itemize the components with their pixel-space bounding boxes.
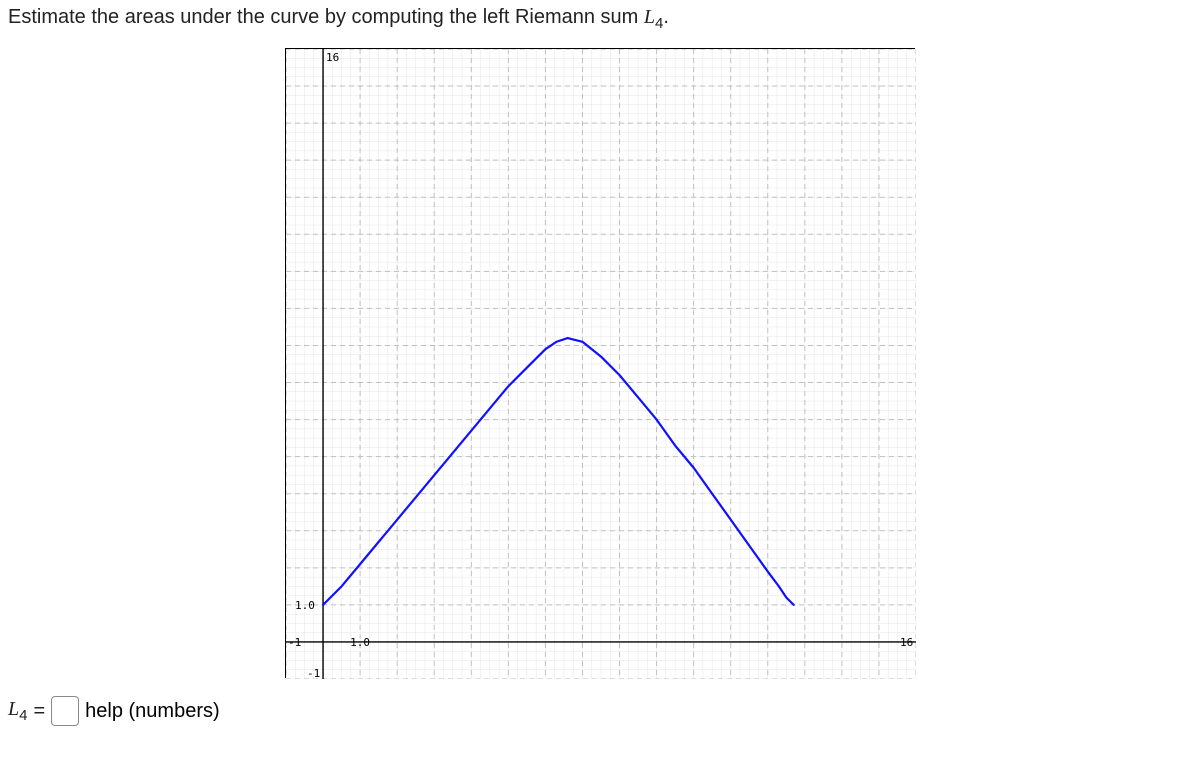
answer-input[interactable] <box>51 696 79 726</box>
question-prefix: Estimate the areas under the curve by co… <box>8 6 644 28</box>
svg-text:1.0: 1.0 <box>350 636 370 649</box>
help-link[interactable]: help (numbers) <box>85 700 220 723</box>
symbol-L: L <box>644 6 655 28</box>
chart-svg: 16 16 -1 -1 1.0 1.0 <box>286 49 916 679</box>
answer-lhs-sub: 4 <box>19 707 27 724</box>
svg-text:-1: -1 <box>288 636 301 649</box>
answer-lhs: L4 <box>8 698 27 724</box>
answer-row: L4 = help (numbers) <box>8 696 1192 726</box>
question-suffix: . <box>663 6 669 28</box>
svg-text:16: 16 <box>900 636 913 649</box>
equals-sign: = <box>33 700 45 723</box>
answer-lhs-letter: L <box>8 698 19 720</box>
svg-text:-1: -1 <box>307 667 320 679</box>
question-text: Estimate the areas under the curve by co… <box>8 6 1192 32</box>
svg-text:16: 16 <box>326 51 339 64</box>
svg-text:1.0: 1.0 <box>295 599 315 612</box>
riemann-graph: 16 16 -1 -1 1.0 1.0 <box>285 48 915 678</box>
